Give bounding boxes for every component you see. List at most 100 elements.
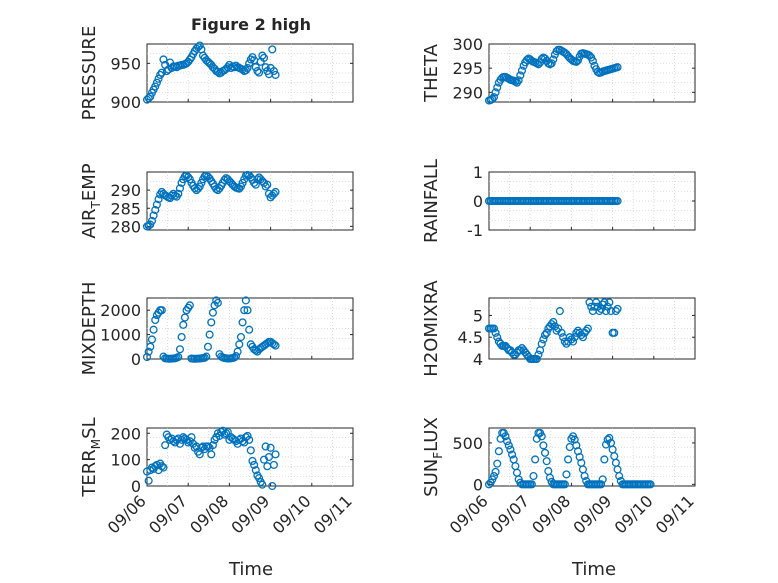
data-point <box>253 175 262 184</box>
data-point <box>271 70 280 79</box>
data-point <box>537 339 546 348</box>
y-tick-label: 290 <box>110 181 141 200</box>
y-axis-label-theta: THETA <box>421 43 442 103</box>
data-point <box>588 56 597 65</box>
data-point <box>613 63 622 72</box>
data-point <box>149 325 158 334</box>
data-point <box>245 325 254 334</box>
y-axis-label-pressure: PRESSURE <box>79 26 100 121</box>
data-point <box>557 328 566 337</box>
data-point <box>203 342 213 351</box>
data-point <box>549 55 558 64</box>
data-point <box>564 455 573 464</box>
data-point <box>255 474 264 483</box>
data-point <box>516 346 525 355</box>
data-point <box>531 455 540 464</box>
subplot-pressure: 900 950 PRESSURE <box>79 26 354 121</box>
data-point <box>240 306 249 315</box>
subplot-h2omixra: 4 4.5 5 H2OMIXRA <box>421 280 696 377</box>
data-point <box>233 347 242 356</box>
data-point <box>268 481 277 491</box>
data-point <box>540 330 550 340</box>
data-point <box>261 182 270 191</box>
data-point <box>489 324 498 333</box>
data-point <box>174 352 183 362</box>
data-point <box>258 480 267 489</box>
data-point <box>203 442 213 451</box>
data-point <box>146 92 155 101</box>
data-point <box>147 216 156 225</box>
data-point <box>264 452 274 462</box>
data-point <box>611 307 620 316</box>
data-point <box>177 332 186 342</box>
data-point <box>261 442 270 451</box>
data-point <box>157 68 166 77</box>
data-point <box>144 347 153 356</box>
data-point <box>271 450 280 459</box>
y-tick-label: 4.5 <box>458 328 483 347</box>
data-point <box>243 431 252 440</box>
y-tick-label: 4 <box>473 350 483 369</box>
data-point <box>598 475 607 484</box>
data-point <box>159 463 168 472</box>
data-point <box>491 88 500 97</box>
data-point <box>578 333 587 342</box>
data-point <box>540 448 550 457</box>
data-point <box>144 476 153 485</box>
y-axis-label-rainfall: RAINFALL <box>421 159 442 243</box>
data-point <box>175 184 185 193</box>
data-point <box>552 326 561 335</box>
data-point <box>238 65 247 74</box>
data-point <box>537 54 546 64</box>
data-point <box>580 472 589 481</box>
data-point <box>154 74 163 83</box>
data-point <box>646 480 655 489</box>
y-tick-label: 295 <box>452 59 483 78</box>
data-point <box>208 308 217 317</box>
data-point <box>491 328 500 337</box>
data-point <box>534 350 543 359</box>
data-point <box>241 296 250 305</box>
data-point <box>269 67 278 76</box>
x-axis-label-right: Time <box>571 559 616 580</box>
data-point <box>179 320 188 329</box>
data-point <box>235 184 244 193</box>
y-tick-label: 300 <box>452 35 483 54</box>
data-point <box>547 59 556 68</box>
y-tick-label: -1 <box>467 221 483 240</box>
data-point <box>532 354 541 364</box>
data-point <box>157 462 166 471</box>
data-point <box>560 480 569 489</box>
data-point <box>493 459 502 468</box>
data-point <box>582 326 591 335</box>
data-point <box>613 196 622 206</box>
data-point <box>236 332 245 342</box>
data-point <box>213 298 222 307</box>
data-point <box>243 63 252 73</box>
data-point <box>151 315 160 325</box>
data-point <box>238 318 247 327</box>
data-point <box>154 195 163 204</box>
subplot-theta: 290 295 300 THETA <box>421 35 696 105</box>
data-point <box>542 457 551 466</box>
data-point <box>184 173 193 182</box>
data-point <box>175 439 185 448</box>
data-point <box>542 328 551 337</box>
data-point <box>600 455 609 464</box>
data-point <box>175 345 185 354</box>
data-point <box>269 460 278 469</box>
data-point <box>269 340 278 349</box>
data-point <box>493 83 502 92</box>
data-point <box>489 472 498 481</box>
data-point <box>555 307 564 316</box>
data-point <box>572 328 581 337</box>
data-point <box>605 298 614 307</box>
data-point <box>539 441 548 450</box>
data-point <box>251 180 260 189</box>
data-point <box>539 335 548 344</box>
data-point <box>506 445 515 454</box>
data-point <box>537 432 546 441</box>
data-point <box>491 467 500 476</box>
